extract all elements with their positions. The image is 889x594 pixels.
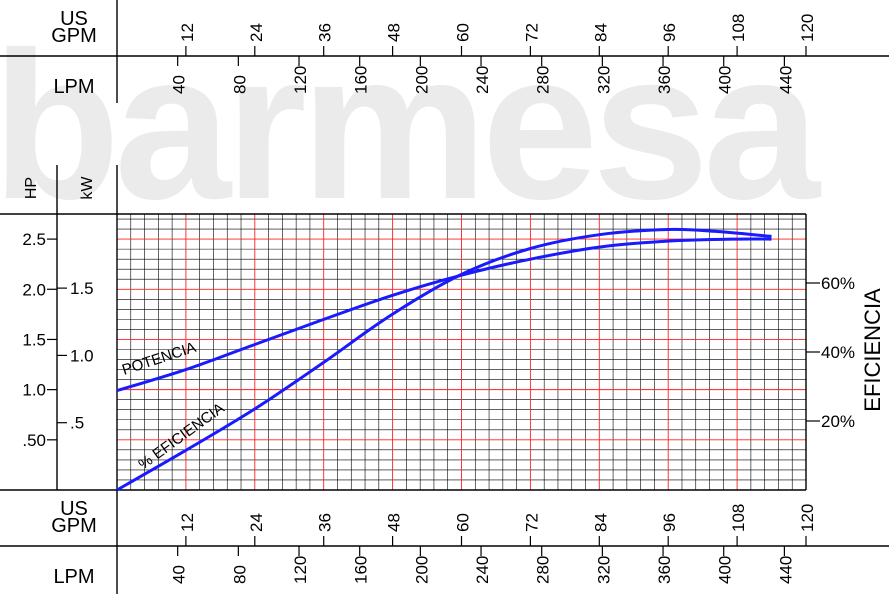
- bottom-gpm-tick-label: 108: [729, 504, 748, 532]
- top-gpm-tick-label: 96: [660, 23, 679, 42]
- watermark-logo: barmesa: [0, 8, 822, 243]
- hp-tick-label: 1.5: [22, 330, 46, 349]
- potencia-curve: [116, 237, 772, 393]
- top-lpm-tick-label: 400: [716, 66, 735, 94]
- top-lpm-tick-label: 120: [291, 66, 310, 94]
- bottom-us-label: US: [60, 498, 88, 520]
- efficiency-axis-title: EFICIENCIA: [860, 288, 885, 412]
- bottom-lpm-tick-label: 200: [412, 556, 431, 584]
- top-lpm-tick-label: 280: [534, 66, 553, 94]
- hp-tick-label: 2.0: [22, 280, 46, 299]
- bottom-lpm-tick-label: 440: [776, 556, 795, 584]
- top-gpm-tick-label: 12: [178, 23, 197, 42]
- bottom-lpm-tick-label: 40: [170, 565, 189, 584]
- top-gpm-tick-label: 84: [591, 23, 610, 42]
- eficiencia-curve: [116, 227, 772, 492]
- top-gpm-tick-label: 48: [385, 23, 404, 42]
- eff-tick-label: 40%: [821, 343, 855, 362]
- top-gpm-tick-label: 60: [454, 23, 473, 42]
- top-gpm-label: GPM: [51, 25, 97, 47]
- bottom-lpm-tick-label: 240: [473, 556, 492, 584]
- top-us-label: US: [60, 8, 88, 30]
- top-lpm-tick-label: 360: [655, 66, 674, 94]
- hp-tick-label: 2.5: [22, 230, 46, 249]
- bottom-gpm-tick-label: 48: [385, 513, 404, 532]
- potencia-series-label: POTENCIA: [120, 339, 198, 379]
- top-gpm-tick-label: 120: [798, 14, 817, 42]
- top-lpm-tick-label: 200: [412, 66, 431, 94]
- bottom-lpm-tick-label: 320: [594, 556, 613, 584]
- bottom-gpm-tick-label: 120: [798, 504, 817, 532]
- bottom-gpm-label: GPM: [51, 515, 97, 537]
- bottom-lpm-label: LPM: [53, 566, 94, 588]
- top-gpm-tick-label: 72: [522, 23, 541, 42]
- kw-tick-label: 1.0: [70, 346, 94, 365]
- top-lpm-tick-label: 440: [776, 66, 795, 94]
- top-lpm-label: LPM: [53, 76, 94, 98]
- bottom-lpm-tick-label: 360: [655, 556, 674, 584]
- major-grid: [117, 214, 806, 490]
- top-lpm-tick-label: 40: [170, 75, 189, 94]
- hp-axis-title: HP: [23, 177, 40, 199]
- top-gpm-tick-label: 24: [247, 23, 266, 42]
- top-gpm-tick-label: 108: [729, 14, 748, 42]
- kw-axis-title: kW: [79, 176, 96, 200]
- bottom-lpm-tick-label: 80: [230, 565, 249, 584]
- bottom-lpm-tick-label: 160: [352, 556, 371, 584]
- hp-tick-label: 1.0: [22, 381, 46, 400]
- kw-tick-label: .5: [70, 414, 84, 433]
- bottom-gpm-tick-label: 96: [660, 513, 679, 532]
- bottom-gpm-tick-label: 72: [522, 513, 541, 532]
- bottom-gpm-tick-label: 24: [247, 513, 266, 532]
- top-lpm-tick-label: 240: [473, 66, 492, 94]
- top-lpm-tick-label: 320: [594, 66, 613, 94]
- eff-tick-label: 60%: [821, 274, 855, 293]
- bottom-lpm-tick-label: 120: [291, 556, 310, 584]
- eficiencia-series-label: % EFICIENCIA: [135, 400, 227, 474]
- top-gpm-tick-label: 36: [316, 23, 335, 42]
- eff-tick-label: 20%: [821, 412, 855, 431]
- top-lpm-tick-label: 80: [230, 75, 249, 94]
- bottom-gpm-tick-label: 12: [178, 513, 197, 532]
- kw-tick-label: 1.5: [70, 279, 94, 298]
- hp-tick-label: .50: [22, 431, 46, 450]
- bottom-lpm-tick-label: 400: [716, 556, 735, 584]
- bottom-gpm-tick-label: 36: [316, 513, 335, 532]
- top-lpm-tick-label: 160: [352, 66, 371, 94]
- bottom-lpm-tick-label: 280: [534, 556, 553, 584]
- bottom-gpm-tick-label: 84: [591, 513, 610, 532]
- bottom-gpm-tick-label: 60: [454, 513, 473, 532]
